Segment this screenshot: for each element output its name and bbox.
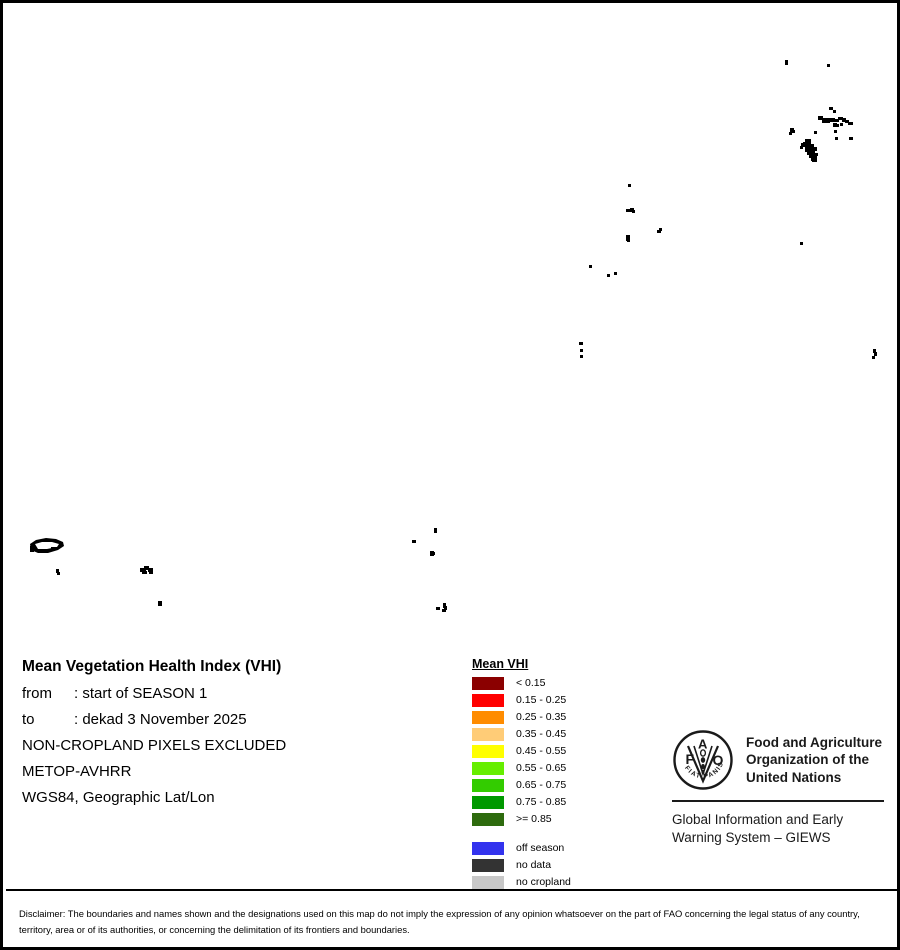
info-title: Mean Vegetation Health Index (VHI) [22,658,282,675]
map-info-block: Mean Vegetation Health Index (VHI) from … [22,658,452,815]
giews-line-2: Warning System – GIEWS [672,829,831,845]
legend-item[interactable]: 0.65 - 0.75 [472,777,642,794]
legend-item-off-season[interactable]: off season [472,840,642,857]
fao-organization-name: Food and Agriculture Organization of the… [746,734,882,786]
fao-name-line-1: Food and Agriculture [746,735,882,751]
legend-label: 0.25 - 0.35 [516,711,567,724]
legend-swatch [472,728,504,741]
legend-swatch [472,796,504,809]
svg-text:F: F [686,751,695,767]
svg-text:A: A [698,737,708,752]
legend-item[interactable]: 0.55 - 0.65 [472,760,642,777]
map-canvas[interactable] [6,6,897,886]
fao-header: F A O FIAT PANIS Food and Agriculture Or… [672,729,884,791]
legend-label: >= 0.85 [516,813,552,826]
legend-separator [472,828,642,840]
legend-item[interactable]: >= 0.85 [472,811,642,828]
legend-swatch [472,813,504,826]
fao-logo-icon: F A O FIAT PANIS [672,729,734,791]
islands-layer [6,6,897,886]
legend-item-no-data[interactable]: no data [472,857,642,874]
legend-label: 0.15 - 0.25 [516,694,567,707]
legend-swatch [472,779,504,792]
legend-item[interactable]: 0.45 - 0.55 [472,743,642,760]
legend-item[interactable]: 0.25 - 0.35 [472,709,642,726]
legend-swatch [472,876,504,889]
giews-programme-name: Global Information and Early Warning Sys… [672,811,884,846]
legend-item[interactable]: 0.35 - 0.45 [472,726,642,743]
ocean-background [6,6,897,886]
legend-swatch [472,859,504,872]
svg-text:O: O [713,752,724,768]
info-from-value: : start of SEASON 1 [74,685,208,702]
fao-name-line-2: Organization of the [746,752,869,768]
legend-label: no data [516,859,552,872]
info-from-key: from [22,685,52,702]
legend-label: 0.75 - 0.85 [516,796,567,809]
fao-name-line-3: United Nations [746,769,842,785]
legend-label: < 0.15 [516,677,546,690]
legend-label: no cropland [516,876,571,889]
legend-item-no-cropland[interactable]: no cropland [472,874,642,891]
legend-label: 0.45 - 0.55 [516,745,567,758]
info-to-key: to [22,711,35,728]
disclaimer-divider [6,889,897,891]
info-cropland-note: NON-CROPLAND PIXELS EXCLUDED [22,737,287,754]
legend-title: Mean VHI [472,657,529,671]
legend-label: off season [516,842,565,855]
legend-label: 0.65 - 0.75 [516,779,567,792]
info-row-to: to : dekad 3 November 2025 [22,711,452,728]
info-to-value: : dekad 3 November 2025 [74,711,247,728]
legend-swatch [472,694,504,707]
info-sensor: METOP-AVHRR [22,763,132,780]
info-projection: WGS84, Geographic Lat/Lon [22,789,215,806]
map-legend: Mean VHI < 0.15 0.15 - 0.25 0.25 - 0.35 … [472,655,642,891]
legend-label: 0.35 - 0.45 [516,728,567,741]
legend-item[interactable]: 0.75 - 0.85 [472,794,642,811]
giews-line-1: Global Information and Early [672,812,844,827]
legend-swatch [472,711,504,724]
disclaimer-text: Disclaimer: The boundaries and names sho… [19,908,860,935]
legend-label: 0.55 - 0.65 [516,762,567,775]
info-row-from: from : start of SEASON 1 [22,685,452,702]
legend-swatch [472,842,504,855]
island-shapes [30,60,877,612]
legend-item[interactable]: < 0.15 [472,675,642,692]
fao-branding-block: F A O FIAT PANIS Food and Agriculture Or… [672,729,884,846]
legend-swatch [472,745,504,758]
legend-swatch [472,762,504,775]
legend-swatch [472,677,504,690]
legend-item[interactable]: 0.15 - 0.25 [472,692,642,709]
fao-divider [672,800,884,802]
